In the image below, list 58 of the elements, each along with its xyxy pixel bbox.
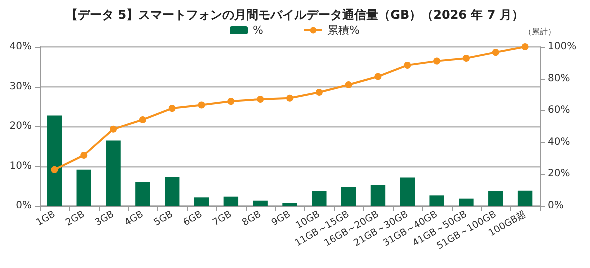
x-tick-label: 2GB xyxy=(64,209,87,229)
y2-tick-label: 20% xyxy=(548,168,570,180)
bar xyxy=(400,178,415,206)
x-tick-label: 3GB xyxy=(94,209,116,229)
point xyxy=(404,62,412,69)
y-tick-label: 40% xyxy=(10,42,32,52)
x-tick-label: 9GB xyxy=(270,209,293,229)
point xyxy=(374,73,382,80)
point xyxy=(492,49,500,56)
bar xyxy=(253,200,268,206)
bar xyxy=(76,170,92,206)
point xyxy=(316,88,323,96)
x-tick-label: 8GB xyxy=(240,209,264,229)
y2-tick-label: 100% xyxy=(548,42,577,52)
point xyxy=(434,58,441,65)
x-tick-label: 1GB xyxy=(34,209,58,229)
point xyxy=(139,116,146,124)
bar xyxy=(106,140,121,206)
point xyxy=(168,105,176,112)
y2-tick-label: 80% xyxy=(548,73,570,84)
y-tick-label: 0% xyxy=(16,200,32,212)
x-tick-label: 5GB xyxy=(152,209,176,229)
point xyxy=(228,98,235,106)
bar xyxy=(282,203,298,206)
bar xyxy=(194,198,210,206)
point xyxy=(286,94,294,102)
bar xyxy=(459,198,474,206)
point xyxy=(522,44,529,50)
x-tick-label: 7GB xyxy=(211,209,234,229)
legend-label: 累積% xyxy=(328,24,360,37)
y2-tick-label: 60% xyxy=(548,105,570,116)
y-tick-label: 10% xyxy=(10,160,32,172)
point xyxy=(462,54,470,62)
point xyxy=(198,102,206,109)
legend-label: % xyxy=(253,24,264,37)
bar xyxy=(370,185,386,206)
chart-title: 【データ 5】スマートフォンの月間モバイルデータ通信量（GB）（2026 年 7 月） xyxy=(66,8,524,22)
bar xyxy=(341,187,356,206)
y2-axis-title: （累計） xyxy=(524,28,556,36)
point xyxy=(257,96,264,103)
y2-tick-label: 40% xyxy=(548,136,570,148)
y2-tick-label: 0% xyxy=(548,200,564,212)
bar xyxy=(224,196,239,206)
x-tick-label: 4GB xyxy=(122,209,146,229)
x-tick-label: 6GB xyxy=(182,209,205,229)
bar xyxy=(165,177,180,206)
y-tick-label: 20% xyxy=(10,121,32,132)
point xyxy=(110,126,118,133)
point xyxy=(51,166,58,174)
y-tick-label: 30% xyxy=(10,81,32,92)
bar xyxy=(47,116,62,206)
bar xyxy=(430,196,444,206)
bar xyxy=(136,182,150,206)
point xyxy=(80,152,88,159)
point xyxy=(345,82,352,88)
bar xyxy=(312,191,327,206)
bar xyxy=(488,191,504,206)
bar xyxy=(518,190,533,206)
